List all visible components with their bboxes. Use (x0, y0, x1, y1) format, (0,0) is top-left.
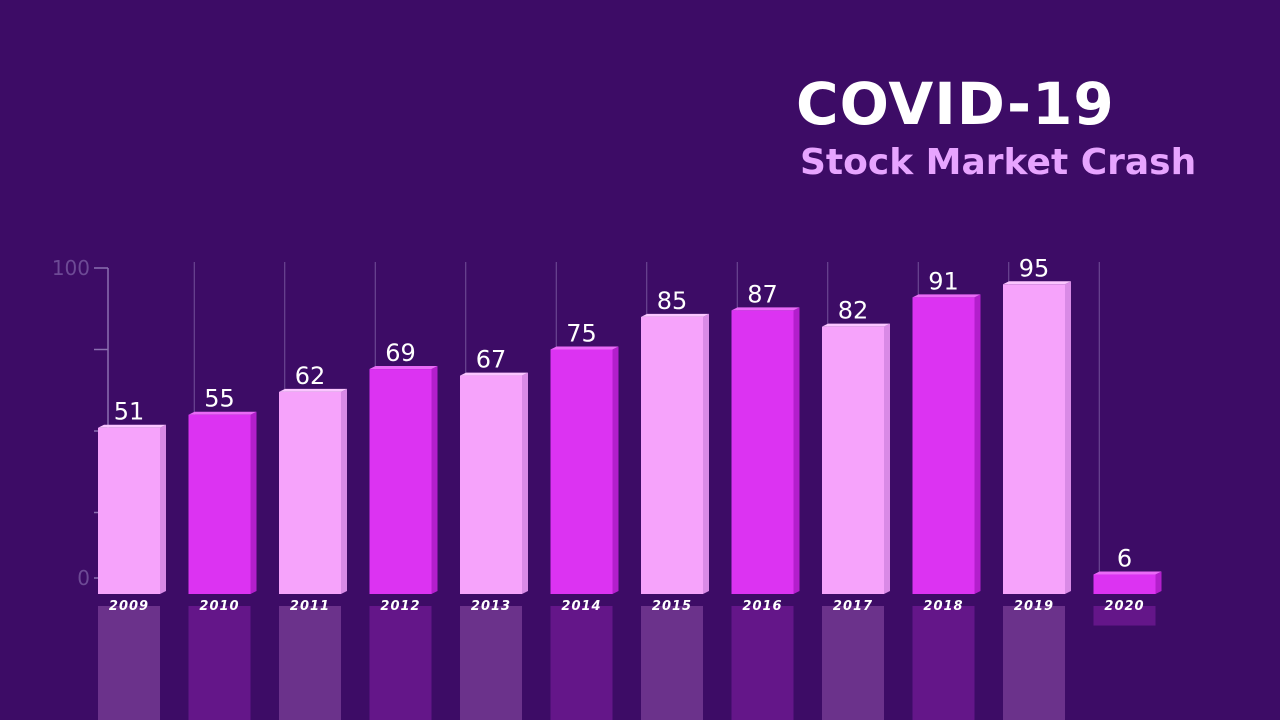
bar-side (612, 346, 619, 594)
bar-reflection (460, 606, 522, 720)
bar-reflection (369, 606, 432, 720)
bar-top (1093, 571, 1162, 575)
bar-value-label: 69 (385, 339, 416, 367)
bar-reflection (641, 606, 703, 720)
bar-side (884, 323, 890, 594)
x-tick-label: 2017 (833, 599, 873, 614)
bar-side (974, 294, 981, 594)
bar (369, 369, 432, 594)
bar (188, 414, 251, 594)
bar-value-label: 82 (838, 297, 869, 325)
bar-value-label: 55 (204, 385, 235, 413)
x-tick-label: 2015 (652, 599, 692, 614)
bar-top (822, 323, 890, 327)
bar-value-label: 91 (928, 267, 959, 295)
bar-reflection (98, 606, 160, 720)
bar-side (1065, 281, 1071, 594)
bar-reflection (188, 606, 251, 720)
bar (731, 310, 794, 594)
bar (912, 297, 975, 594)
bar-value-label: 51 (114, 398, 145, 426)
bar-reflection (550, 606, 613, 720)
bar-side (341, 388, 347, 594)
x-tick-label: 2011 (290, 599, 330, 614)
x-tick-label: 2009 (109, 599, 149, 614)
x-tick-label: 2014 (561, 599, 601, 614)
bar (822, 326, 884, 594)
bar-side (793, 307, 800, 594)
bar-reflection (912, 606, 975, 720)
bar-side (160, 424, 166, 594)
bar-value-label: 67 (476, 346, 507, 374)
bar-reflection (822, 606, 884, 720)
bar-top (550, 346, 619, 350)
y-tick-label: 0 (77, 566, 90, 590)
bar-reflection (731, 606, 794, 720)
bar-side (703, 313, 709, 594)
bar-value-label: 6 (1117, 544, 1132, 572)
bar-top (98, 424, 166, 428)
bar (1003, 284, 1065, 594)
bar-side (522, 372, 528, 594)
x-tick-label: 2019 (1014, 599, 1054, 614)
bar-value-label: 87 (747, 280, 778, 308)
bar (98, 427, 160, 594)
bar (1093, 574, 1156, 594)
bar-reflection (1003, 606, 1065, 720)
bar (550, 349, 613, 594)
bar (641, 316, 703, 594)
x-tick-label: 2010 (199, 599, 239, 614)
x-tick-label: 2012 (380, 599, 420, 614)
bar-side (431, 366, 438, 594)
bar-value-label: 75 (566, 320, 597, 348)
bar-top (641, 313, 709, 317)
bar-side (1155, 571, 1162, 594)
bar-top (1003, 281, 1071, 285)
bar-reflection (279, 606, 341, 720)
bar-side (250, 411, 257, 594)
bar-top (369, 366, 438, 370)
x-tick-label: 2016 (742, 599, 782, 614)
chart-subtitle: Stock Market Crash (800, 142, 1197, 183)
bar (460, 375, 522, 594)
bar-top (279, 388, 347, 392)
x-tick-label: 2018 (923, 599, 963, 614)
bar-top (731, 307, 800, 311)
x-tick-label: 2013 (471, 599, 511, 614)
bar-top (188, 411, 257, 415)
bar-top (912, 294, 981, 298)
bar-top (460, 372, 528, 376)
bar-reflection (1093, 606, 1156, 626)
bar-value-label: 62 (295, 362, 326, 390)
x-tick-label: 2020 (1104, 599, 1144, 614)
bar-value-label: 85 (657, 287, 688, 315)
bar-value-label: 95 (1019, 254, 1050, 282)
bar (279, 391, 341, 594)
chart-title: COVID-19 (796, 70, 1115, 138)
y-tick-label: 100 (52, 256, 90, 280)
